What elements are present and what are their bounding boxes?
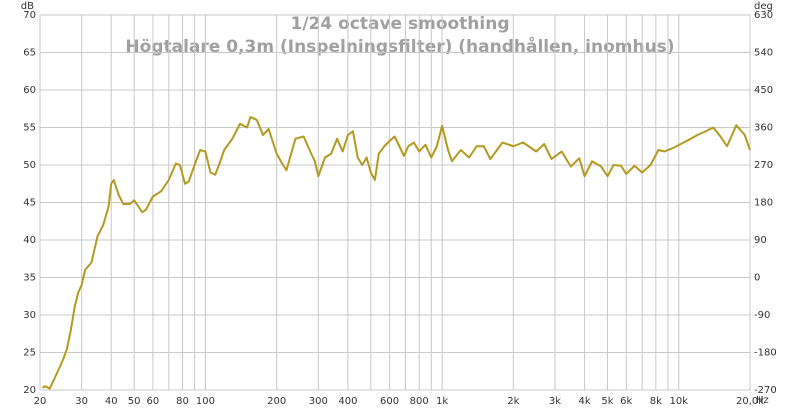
x-tick-label: 5k [601,396,613,407]
x-tick-label: 400 [338,396,357,407]
y2-tick-label: 270 [754,160,773,171]
y-tick-label: 30 [23,310,36,321]
y-tick-label: 55 [23,123,36,134]
x-tick-label: 2k [507,396,519,407]
y2-tick-label: -90 [754,310,770,321]
x-tick-label: 80 [176,396,189,407]
y2-tick-label: 180 [754,198,773,209]
y2-tick-label: 0 [754,273,760,284]
x-tick-label: 1k [436,396,448,407]
x-tick-label: 20,0k [736,396,764,407]
x-tick-label: 300 [309,396,328,407]
y2-tick-label: 540 [754,48,773,59]
y2-tick-label: -180 [754,348,777,359]
x-tick-label: 800 [410,396,429,407]
y-tick-label: 25 [23,348,36,359]
y-tick-label: 40 [23,235,36,246]
x-tick-label: 40 [105,396,118,407]
y-tick-label: 60 [23,85,36,96]
y2-tick-label: 630 [754,10,773,21]
x-unit: Hz [756,395,769,406]
x-tick-label: 30 [75,396,88,407]
x-tick-label: 8k [650,396,662,407]
y-tick-label: 65 [23,48,36,59]
y2-tick-label: -270 [754,385,777,396]
x-tick-label: 200 [267,396,286,407]
y-tick-label: 20 [23,385,36,396]
x-tick-label: 50 [128,396,141,407]
y-tick-label: 50 [23,160,36,171]
x-tick-label: 60 [147,396,160,407]
series-line [42,116,751,390]
y-tick-label: 35 [23,273,36,284]
x-tick-label: 6k [620,396,632,407]
chart-title: 1/24 octave smoothing [290,14,509,34]
x-tick-label: 4k [578,396,590,407]
y-tick-label: 45 [23,198,36,209]
chart-subtitle: Högtalare 0,3m (Inspelningsfilter) (hand… [125,35,674,57]
y2-tick-label: 360 [754,123,773,134]
x-tick-label: 3k [549,396,561,407]
y-unit: dB [21,1,34,12]
x-tick-label: 600 [380,396,399,407]
y2-tick-label: 90 [754,235,767,246]
y2-tick-label: 450 [754,85,773,96]
y-tick-label: 70 [23,10,36,21]
x-tick-label: 10k [669,396,688,407]
x-tick-label: 20 [34,396,47,407]
y2-unit: deg [754,1,773,12]
x-tick-label: 100 [196,396,215,407]
